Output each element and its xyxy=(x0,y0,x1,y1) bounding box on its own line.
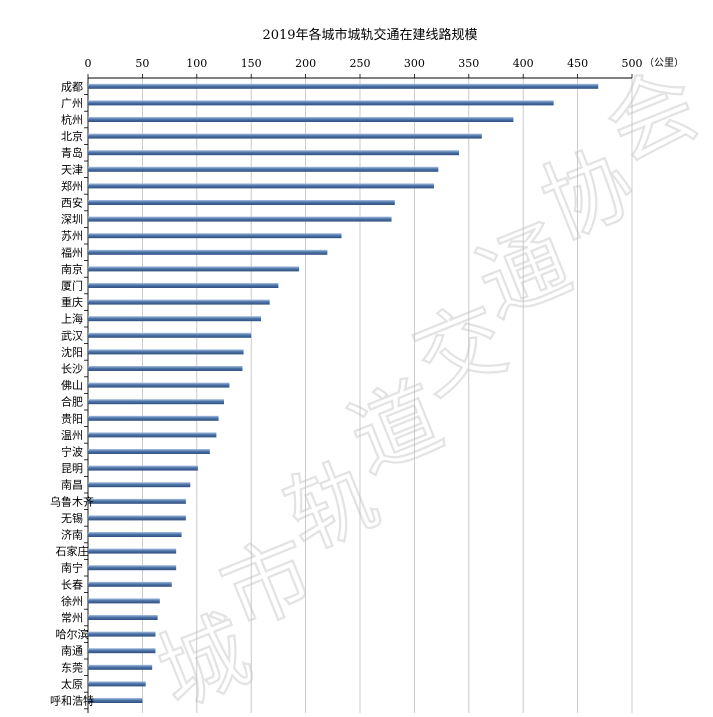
bar xyxy=(88,299,270,305)
bar xyxy=(88,166,439,172)
bar xyxy=(88,498,186,504)
unit-label: （公里） xyxy=(644,57,684,69)
category-label: 杭州 xyxy=(61,113,83,127)
bar xyxy=(88,349,244,355)
x-axis-ticks: 0 50 100 150 200 250 300 350 400 450 500 xyxy=(85,57,643,79)
bar xyxy=(88,415,219,421)
bar xyxy=(88,449,210,454)
category-label: 西安 xyxy=(61,196,83,210)
tick-label: 100 xyxy=(186,57,207,70)
bar xyxy=(88,117,514,122)
bar xyxy=(88,332,252,338)
category-label: 温州 xyxy=(61,429,83,442)
category-label: 北京 xyxy=(61,129,83,143)
bar xyxy=(88,698,143,703)
category-label: 厦门 xyxy=(61,279,83,293)
category-label: 石家庄 xyxy=(56,544,89,558)
bar xyxy=(88,565,177,571)
bar xyxy=(88,581,172,587)
bar xyxy=(88,399,224,405)
bar xyxy=(88,233,342,239)
bars xyxy=(88,83,599,703)
category-label: 东莞 xyxy=(61,661,83,674)
category-label: 常州 xyxy=(61,612,83,625)
category-label: 成都 xyxy=(61,80,83,93)
tick-label: 200 xyxy=(295,57,316,70)
category-label: 郑州 xyxy=(61,179,83,193)
category-label: 合肥 xyxy=(61,395,83,409)
category-label: 乌鲁木齐 xyxy=(50,494,94,508)
bar xyxy=(88,249,328,255)
tick-label: 500 xyxy=(622,57,643,70)
category-labels: 成都广州杭州北京青岛天津郑州西安深圳苏州福州南京厦门重庆上海武汉沈阳长沙佛山合肥… xyxy=(50,80,94,710)
bar xyxy=(88,100,554,106)
bar xyxy=(88,183,434,189)
bar xyxy=(88,515,186,521)
category-label: 贵阳 xyxy=(61,412,83,425)
bar xyxy=(88,133,482,139)
category-label: 南京 xyxy=(61,262,83,276)
category-label: 太原 xyxy=(61,678,83,691)
category-label: 南昌 xyxy=(61,479,83,492)
chart-title: 2019年各城市城轨交通在建线路规模 xyxy=(262,27,477,43)
category-label: 重庆 xyxy=(61,295,83,309)
category-label: 南通 xyxy=(61,645,83,658)
bar xyxy=(88,465,198,471)
bar xyxy=(88,548,177,554)
category-label: 青岛 xyxy=(61,146,83,160)
bar xyxy=(88,283,279,288)
category-label: 昆明 xyxy=(61,462,83,475)
bar xyxy=(88,83,599,89)
tick-label: 400 xyxy=(513,57,534,70)
bar xyxy=(88,366,243,371)
category-label: 沈阳 xyxy=(61,345,83,359)
bar xyxy=(88,681,146,687)
bar xyxy=(88,664,153,670)
tick-label: 150 xyxy=(241,57,262,70)
bar xyxy=(88,615,158,620)
category-label: 武汉 xyxy=(61,329,83,342)
bar xyxy=(88,316,261,322)
category-label: 济南 xyxy=(61,528,83,542)
category-label: 徐州 xyxy=(61,594,83,608)
category-label: 宁波 xyxy=(61,445,83,459)
category-label: 上海 xyxy=(61,312,83,326)
bar xyxy=(88,382,230,388)
bar xyxy=(88,432,217,438)
bar xyxy=(88,216,392,222)
bar xyxy=(88,482,191,488)
bar xyxy=(88,532,182,537)
category-label: 长春 xyxy=(61,578,83,591)
tick-label: 350 xyxy=(458,57,479,70)
bar xyxy=(88,200,395,205)
category-label: 天津 xyxy=(61,163,83,176)
category-label: 苏州 xyxy=(61,230,83,243)
tick-label: 250 xyxy=(350,57,371,70)
category-label: 呼和浩特 xyxy=(50,694,94,708)
category-label: 广州 xyxy=(61,97,83,110)
bar xyxy=(88,648,156,654)
category-label: 深圳 xyxy=(61,213,83,226)
category-label: 福州 xyxy=(61,245,83,259)
category-label: 长沙 xyxy=(61,363,83,376)
category-label: 佛山 xyxy=(61,379,83,392)
bar xyxy=(88,598,160,604)
category-label: 南宁 xyxy=(61,561,83,575)
bar xyxy=(88,631,156,637)
tick-label: 50 xyxy=(135,57,149,70)
category-label: 哈尔滨 xyxy=(56,627,89,641)
tick-label: 300 xyxy=(404,57,425,70)
bar xyxy=(88,266,300,272)
tick-label: 450 xyxy=(567,57,588,70)
tick-label: 0 xyxy=(85,57,92,70)
bar xyxy=(88,150,460,156)
category-label: 无锡 xyxy=(61,511,83,525)
